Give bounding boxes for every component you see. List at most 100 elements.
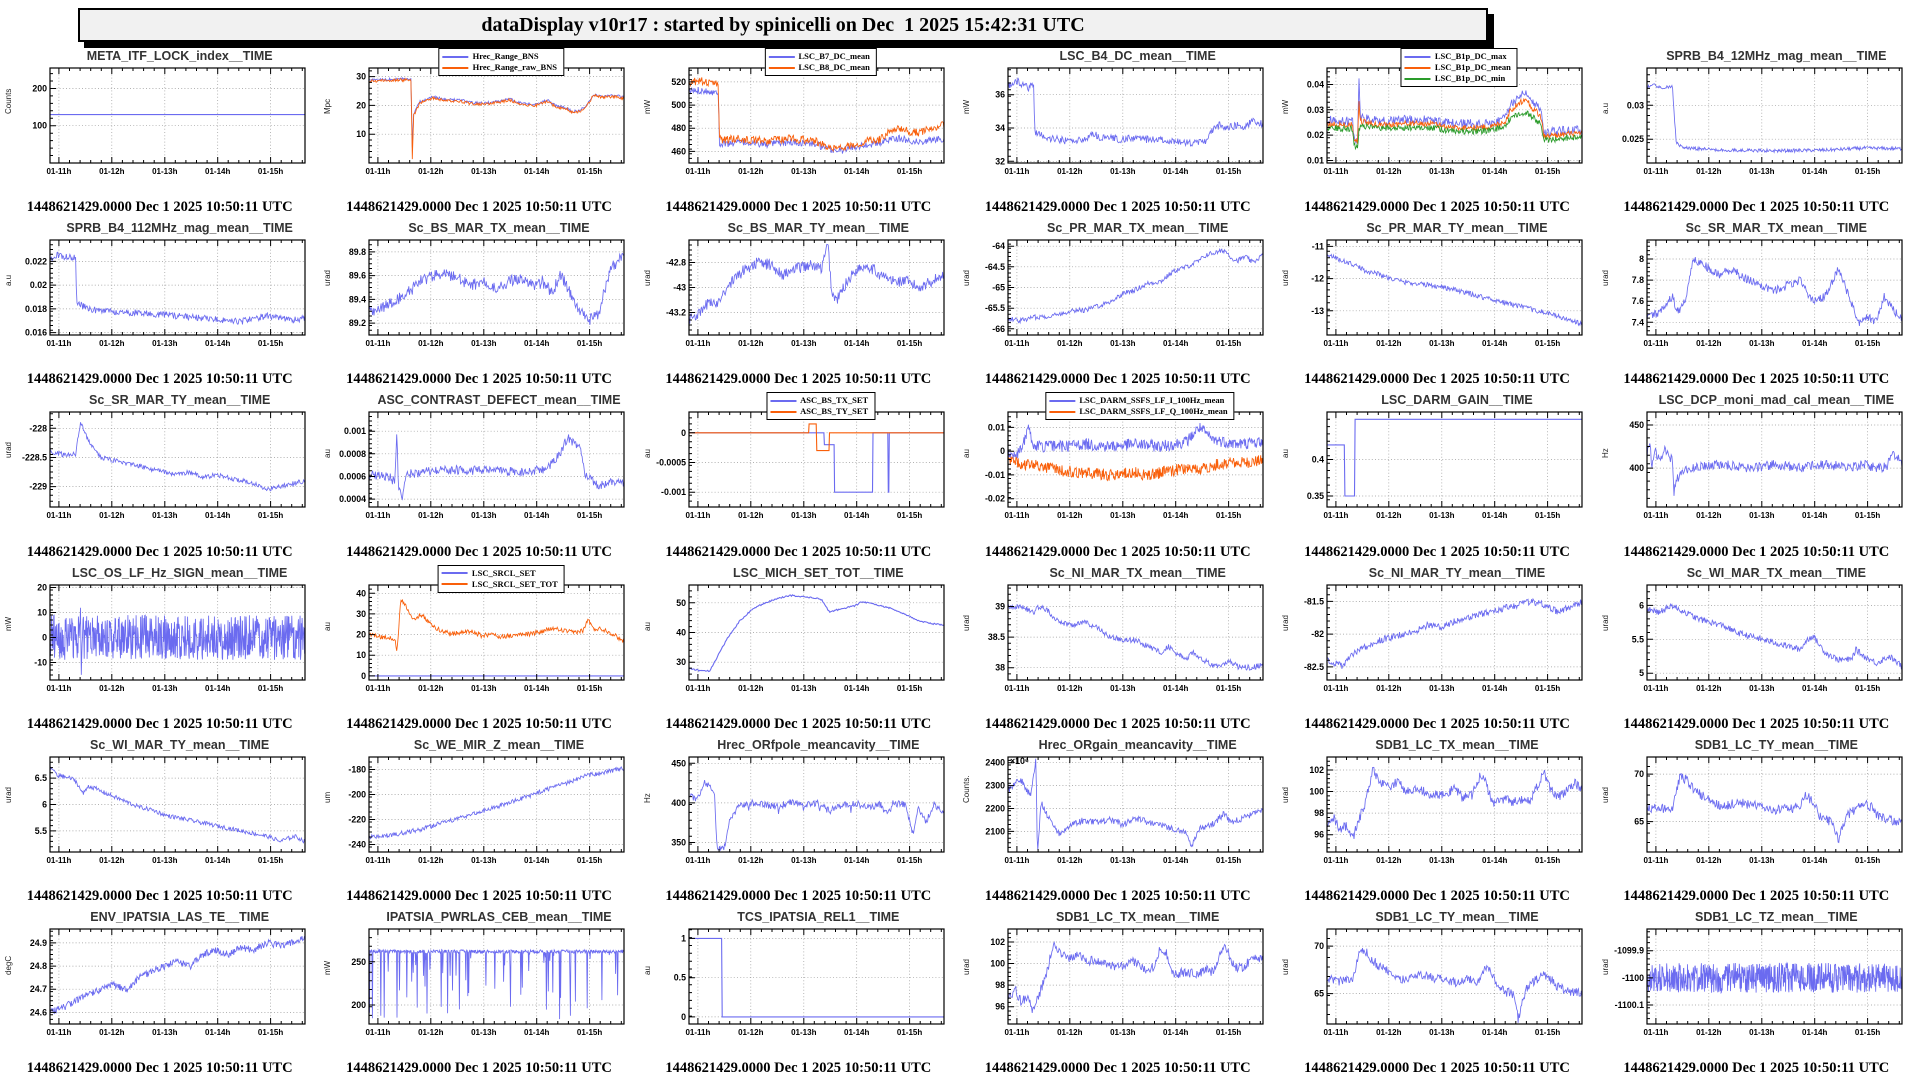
plot-canvas[interactable]: -10 0 10 20 01-11h 01-12h 01-13h 01-14h 01-15h — [8, 582, 312, 694]
plot-canvas[interactable]: 0.0004 0.0006 0.0008 0.001 01-11h 01-12h 01-13… — [327, 409, 631, 521]
plot-canvas[interactable]: 0.35 0.4 01-11h 01-12h 01-13h 01-14h 01-15h — [1285, 409, 1589, 521]
plot-canvas[interactable]: -13 -12 -11 01-11h 01-12h 01-13h 01-14h 01-15h — [1285, 237, 1589, 349]
svg-text:01-13h: 01-13h — [791, 684, 816, 693]
plot-canvas[interactable]: 2100 2200 2300 2400 01-11h 01-12h 01-13h 01-14h… — [966, 754, 1270, 866]
plot-canvas[interactable]: -43.2 -43 -42.8 01-11h 01-12h 01-13h 01-14h 01-… — [647, 237, 951, 349]
svg-text:01-12h: 01-12h — [1696, 684, 1721, 693]
plot-canvas[interactable]: 65 70 01-11h 01-12h 01-13h 01-14h 01-15h — [1605, 754, 1909, 866]
svg-text:01-14h: 01-14h — [1802, 339, 1827, 348]
plot-canvas[interactable]: -82.5 -82 -81.5 01-11h 01-12h 01-13h 01-14h 01-… — [1285, 582, 1589, 694]
svg-text:01-11h: 01-11h — [1324, 856, 1349, 865]
svg-text:100: 100 — [1310, 786, 1325, 796]
svg-text:0: 0 — [681, 1012, 686, 1022]
plot-canvas[interactable]: 10 20 30 01-11h 01-12h 01-13h 01-14h 01-15h — [327, 65, 631, 177]
svg-text:01-13h: 01-13h — [152, 684, 177, 693]
svg-text:01-15h: 01-15h — [1216, 684, 1241, 693]
svg-text:7.8: 7.8 — [1631, 275, 1643, 285]
svg-text:7.6: 7.6 — [1631, 296, 1643, 306]
svg-text:01-12h: 01-12h — [1376, 339, 1401, 348]
svg-text:01-11h: 01-11h — [1643, 1028, 1668, 1037]
plot-canvas[interactable]: -229 -228.5 -228 01-11h 01-12h 01-13h 01-14h 01… — [8, 409, 312, 521]
svg-text:-81.5: -81.5 — [1304, 596, 1324, 606]
plot-caption: 1448621429.0000 Dec 1 2025 10:50:11 UTC — [1304, 1060, 1570, 1076]
app-header: dataDisplay v10r17 : started by spinicel… — [78, 8, 1488, 42]
plot-canvas[interactable]: 5 5.5 6 01-11h 01-12h 01-13h 01-14h 01-15h — [1605, 582, 1909, 694]
svg-text:2200: 2200 — [985, 803, 1005, 813]
legend-swatch-line — [770, 410, 797, 413]
plot-title: META_ITF_LOCK_index__TIME — [86, 49, 273, 63]
svg-text:01-15h: 01-15h — [258, 856, 283, 865]
plot-canvas[interactable]: 96 98 100 102 01-11h 01-12h 01-13h 01-14h 01-15h — [1285, 754, 1589, 866]
plot-canvas[interactable]: 96 98 100 102 01-11h 01-12h 01-13h 01-14h 01-15h — [966, 926, 1270, 1038]
plot-canvas[interactable]: 400 450 01-11h 01-12h 01-13h 01-14h 01-15h — [1605, 409, 1909, 521]
plot-canvas[interactable]: 200 250 01-11h 01-12h 01-13h 01-14h 01-15h — [327, 926, 631, 1038]
svg-text:01-15h: 01-15h — [1535, 167, 1560, 176]
plot-canvas[interactable]: 100 200 01-11h 01-12h 01-13h 01-14h 01-15h — [8, 65, 312, 177]
svg-text:01-13h: 01-13h — [1749, 684, 1774, 693]
plot-canvas[interactable]: 7.4 7.6 7.8 8 01-11h 01-12h 01-13h 01-14h 01-15h — [1605, 237, 1909, 349]
plot-canvas[interactable]: -66 -65.5 -65 -64.5 -64 01-11h 01-12h 01-13h 01-… — [966, 237, 1270, 349]
plot-caption: 1448621429.0000 Dec 1 2025 10:50:11 UTC — [984, 199, 1251, 216]
plot-cell: LSC_DCP_moni_mad_cal_mean__TIME Hz 400 45… — [1597, 392, 1916, 564]
legend-swatch-line — [768, 55, 795, 58]
svg-text:-1099.9: -1099.9 — [1614, 946, 1644, 956]
plot-canvas[interactable]: 89.2 89.4 89.6 89.8 01-11h 01-12h 01-13h 01-14h… — [327, 237, 631, 349]
plot-canvas[interactable]: 24.6 24.7 24.8 24.9 01-11h 01-12h 01-13h 01-14h… — [8, 926, 312, 1038]
svg-text:24.8: 24.8 — [30, 961, 47, 971]
svg-text:01-12h: 01-12h — [738, 684, 763, 693]
plot-canvas[interactable]: 0 10 20 30 40 01-11h 01-12h 01-13h 01-14h 01-15h — [327, 582, 631, 694]
plot-title: Sc_SR_MAR_TX_mean__TIME — [1685, 221, 1867, 236]
svg-text:0.4: 0.4 — [1312, 455, 1324, 465]
svg-text:01-14h: 01-14h — [524, 339, 549, 348]
svg-text:01-14h: 01-14h — [524, 684, 549, 693]
plot-caption: 1448621429.0000 Dec 1 2025 10:50:11 UTC — [26, 887, 293, 904]
plot-canvas[interactable]: -0.001 -0.0005 0 01-11h 01-12h 01-13h 01-14h 01… — [647, 409, 951, 521]
svg-text:500: 500 — [671, 100, 686, 110]
svg-text:98: 98 — [1315, 808, 1325, 818]
plot-title: SPRB_B4_112MHz_mag_mean__TIME — [66, 221, 293, 236]
svg-text:01-15h: 01-15h — [577, 511, 602, 520]
plot-canvas[interactable]: -0.02 -0.01 0 0.01 01-11h 01-12h 01-13h 01-14h 0… — [966, 409, 1270, 521]
svg-text:01-12h: 01-12h — [418, 511, 443, 520]
svg-text:01-12h: 01-12h — [1376, 856, 1401, 865]
svg-text:10: 10 — [37, 607, 47, 617]
plot-canvas[interactable]: 32 34 36 01-11h 01-12h 01-13h 01-14h 01-15h — [966, 65, 1270, 177]
svg-text:01-14h: 01-14h — [524, 167, 549, 176]
svg-text:01-15h: 01-15h — [1216, 339, 1241, 348]
plot-caption: 1448621429.0000 Dec 1 2025 10:50:11 UTC — [26, 1060, 293, 1076]
svg-text:10: 10 — [357, 129, 367, 139]
legend-label: LSC_B8_DC_mean — [798, 62, 870, 72]
plot-canvas[interactable]: -240 -220 -200 -180 01-11h 01-12h 01-13h 01-14h… — [327, 754, 631, 866]
svg-text:5.5: 5.5 — [1631, 634, 1643, 644]
legend-entry: ASC_BS_TY_SET — [770, 406, 868, 417]
svg-text:0.0004: 0.0004 — [339, 494, 366, 504]
plot-canvas[interactable]: 350 400 450 01-11h 01-12h 01-13h 01-14h 01-15h — [647, 754, 951, 866]
svg-text:0.03: 0.03 — [1307, 105, 1324, 115]
svg-text:6: 6 — [42, 799, 47, 809]
plot-canvas[interactable]: 0 0.5 1 01-11h 01-12h 01-13h 01-14h 01-15h — [647, 926, 951, 1038]
svg-text:89.2: 89.2 — [349, 318, 366, 328]
svg-text:01-14h: 01-14h — [844, 856, 869, 865]
plot-caption: 1448621429.0000 Dec 1 2025 10:50:11 UTC — [665, 887, 932, 904]
plot-canvas[interactable]: 65 70 01-11h 01-12h 01-13h 01-14h 01-15h — [1285, 926, 1589, 1038]
legend-swatch-line — [441, 583, 468, 585]
plot-canvas[interactable]: 38 38.5 39 01-11h 01-12h 01-13h 01-14h 01-15h — [966, 582, 1270, 694]
plot-canvas[interactable]: 30 40 50 01-11h 01-12h 01-13h 01-14h 01-15h — [647, 582, 951, 694]
svg-text:01-14h: 01-14h — [524, 1028, 549, 1037]
svg-text:01-12h: 01-12h — [1376, 167, 1401, 176]
plot-legend: LSC_DARM_SSFS_LF_I_100Hz_mean LSC_DARM_SS… — [1045, 392, 1235, 421]
plot-canvas[interactable]: 5.5 6 6.5 01-11h 01-12h 01-13h 01-14h 01-15h — [8, 754, 312, 866]
plot-canvas[interactable]: 0.025 0.03 01-11h 01-12h 01-13h 01-14h 01-15h — [1605, 65, 1909, 177]
legend-entry: LSC_B1p_DC_min — [1404, 73, 1511, 84]
plot-caption: 1448621429.0000 Dec 1 2025 10:50:11 UTC — [1623, 715, 1890, 732]
plot-canvas[interactable]: 0.016 0.018 0.02 0.022 01-11h 01-12h 01-13h 01-… — [8, 237, 312, 349]
plot-canvas[interactable]: -1100.1 -1100 -1099.9 01-11h 01-12h 01-13h 01-… — [1605, 926, 1909, 1038]
svg-text:01-12h: 01-12h — [418, 856, 443, 865]
plot-caption: 1448621429.0000 Dec 1 2025 10:50:11 UTC — [26, 371, 293, 388]
plot-caption: 1448621429.0000 Dec 1 2025 10:50:11 UTC — [665, 715, 932, 732]
svg-text:01-11h: 01-11h — [1643, 856, 1668, 865]
legend-label: LSC_B1p_DC_mean — [1434, 62, 1511, 72]
svg-text:01-11h: 01-11h — [1324, 167, 1349, 176]
svg-text:01-15h: 01-15h — [577, 167, 602, 176]
plot-canvas[interactable]: 460 480 500 520 01-11h 01-12h 01-13h 01-14h 01-1… — [647, 65, 951, 177]
